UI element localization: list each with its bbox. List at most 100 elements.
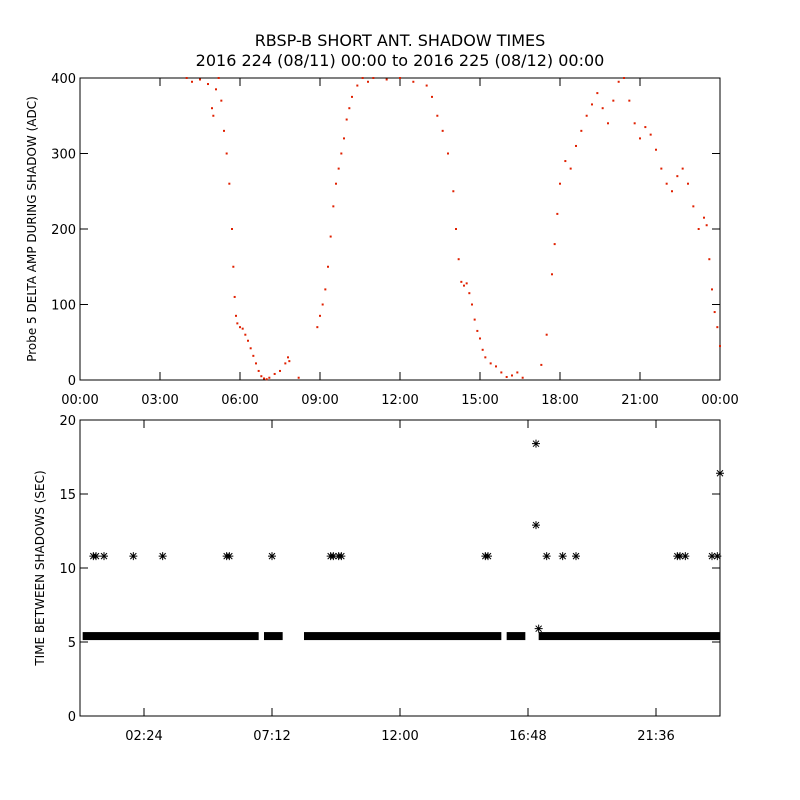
x-tick-label: 02:24 [125,729,162,744]
data-point [385,78,388,81]
y-tick-label: 400 [51,72,76,87]
data-point [252,354,255,357]
data-point [356,84,359,87]
data-point [713,311,716,314]
data-point [596,92,599,95]
data-point [260,375,263,378]
data-point [532,439,540,448]
data-point [465,282,468,285]
data-point [711,288,713,291]
data-point [612,99,615,102]
plot-frame-1 [79,77,721,381]
data-point [372,77,375,79]
y-tick-label: 0 [68,374,76,389]
data-point [692,205,695,208]
baseline-band [82,632,259,641]
data-point [681,552,690,561]
data-point [455,228,457,230]
x-tick-label: 07:12 [253,729,290,744]
data-point [676,552,684,561]
data-point [215,88,217,91]
data-point [321,303,324,306]
data-point [329,235,332,238]
data-point [660,167,663,170]
data-point [129,552,138,561]
y-tick-label: 200 [51,223,76,238]
data-point [212,114,215,117]
data-point [705,224,708,227]
data-point [241,327,244,330]
data-point [441,129,444,132]
x-tick-label: 15:00 [461,393,498,408]
data-point [284,362,287,365]
data-point [351,95,353,98]
data-point [225,552,234,561]
data-point [185,77,188,79]
data-point [558,552,567,561]
data-point [489,362,492,365]
data-point [247,339,249,342]
data-point [556,212,559,215]
data-point [273,372,276,375]
data-point [697,228,700,230]
data-point [329,552,338,561]
x-tick-label: 21:00 [621,393,658,408]
data-point [484,356,487,359]
data-point [268,552,276,561]
data-point [468,292,471,295]
data-point [476,329,479,332]
data-point [239,326,241,329]
y-axis-label: Probe 5 DELTA AMP DURING SHADOW (ADC) [25,96,39,362]
x-tick-label: 00:00 [701,393,738,408]
data-point [343,137,345,140]
data-point [257,369,260,372]
data-point [511,374,513,377]
data-point [585,114,588,117]
data-point [431,95,433,98]
data-point [217,77,220,79]
x-tick-label: 00:00 [61,393,98,408]
baseline-band [538,632,720,641]
data-point [644,126,647,129]
data-point [316,326,319,329]
data-point [601,107,604,110]
data-point [324,288,327,291]
data-point [263,377,265,380]
data-point [297,376,300,379]
data-point [545,333,548,336]
x-tick-label: 03:00 [141,393,178,408]
data-point [716,326,719,329]
data-point [231,228,233,230]
data-point [534,624,543,633]
data-point [551,273,553,276]
data-point [337,552,346,561]
data-point [361,77,364,79]
data-point [540,363,543,366]
data-point [516,371,519,374]
baseline-band [264,632,283,641]
data-point [617,80,620,83]
data-point [225,152,228,155]
x-tick-label: 16:48 [509,729,546,744]
data-point [348,107,351,110]
baseline-band [304,632,502,641]
data-point [345,118,348,121]
data-point [249,347,252,350]
x-tick-label: 21:36 [637,729,674,744]
data-point [681,167,684,170]
data-point [255,362,257,365]
data-point [676,175,679,178]
data-point [191,80,193,83]
data-point [564,160,567,163]
y-axis-label: TIME BETWEEN SHADOWS (SEC) [33,470,47,666]
data-point [591,103,593,106]
data-point [158,552,167,561]
y-tick-label: 100 [51,299,76,314]
data-point [327,265,329,268]
x-tick-label: 18:00 [541,393,578,408]
data-point [199,78,201,81]
data-point [479,337,481,340]
data-point [211,107,213,110]
data-point [671,190,673,193]
data-point [500,371,503,374]
